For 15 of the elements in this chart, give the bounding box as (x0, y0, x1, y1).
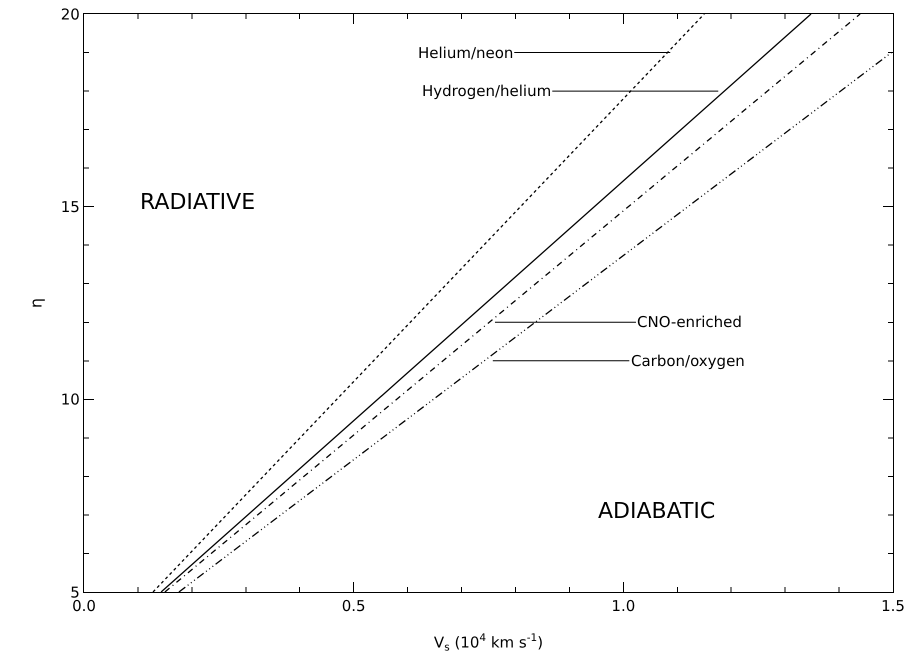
y-tick-label: 10 (60, 390, 80, 409)
x-tick-label: 0.5 (342, 597, 366, 616)
annotation: Carbon/oxygen (631, 352, 745, 370)
annotation: RADIATIVE (140, 190, 256, 215)
y-axis-title: η (26, 298, 46, 308)
y-tick-label: 20 (60, 5, 80, 24)
annotation: Helium/neon (418, 44, 514, 62)
x-tick-label: 0.0 (72, 597, 96, 616)
x-tick-label: 1.5 (881, 597, 905, 616)
x-tick-label: 1.0 (611, 597, 636, 616)
annotation: Hydrogen/helium (422, 82, 552, 100)
x-axis-title: V$_{s}$ (10$^{4}$ km s$^{-1}$) (434, 632, 544, 654)
y-tick-label: 15 (60, 198, 80, 216)
annotation: CNO-enriched (637, 313, 742, 331)
annotation: ADIABATIC (598, 499, 716, 524)
